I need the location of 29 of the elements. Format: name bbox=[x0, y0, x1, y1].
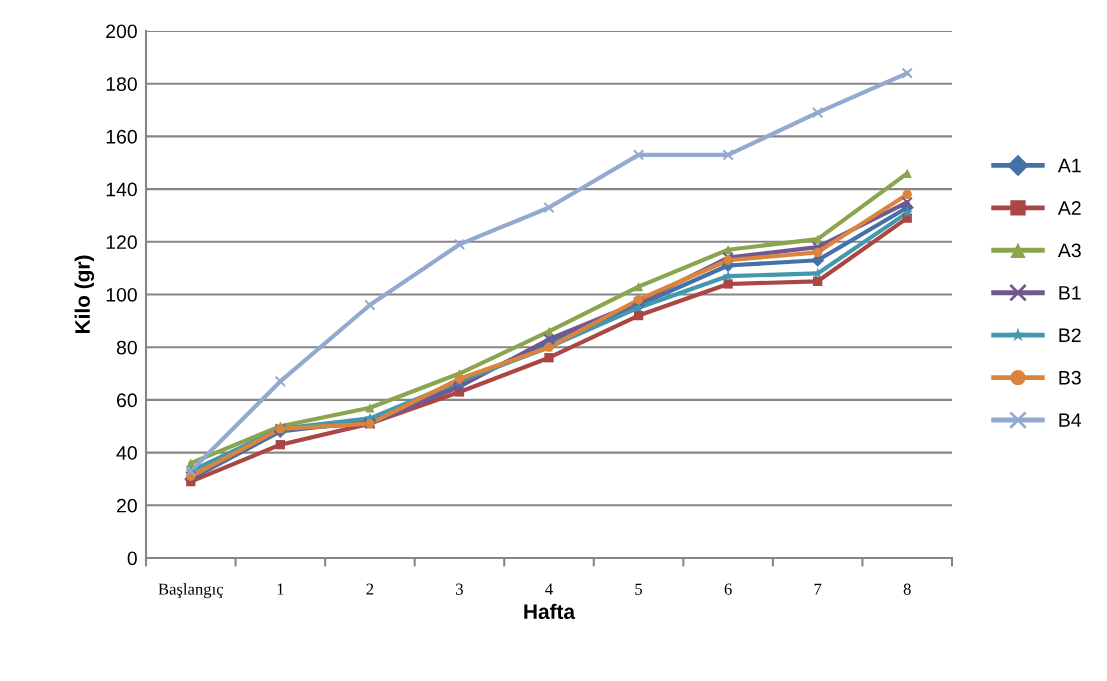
x-tick-label: 4 bbox=[545, 583, 553, 595]
y-tick-label: 180 bbox=[106, 77, 137, 91]
y-tick-label: 120 bbox=[106, 235, 137, 250]
y-tick-label: 40 bbox=[116, 446, 137, 460]
x-tick-label: 3 bbox=[456, 583, 463, 595]
x-tick-label: 8 bbox=[903, 583, 911, 595]
y-tick-label: 60 bbox=[117, 393, 137, 408]
x-axis-title: Hafta bbox=[524, 603, 576, 620]
y-tick-label: 20 bbox=[117, 498, 137, 513]
y-tick-label: 80 bbox=[116, 340, 137, 355]
legend-label: B4 bbox=[1059, 413, 1082, 427]
y-tick-label: 0 bbox=[127, 551, 137, 566]
legend-label: A1 bbox=[1057, 158, 1081, 173]
legend-label: B1 bbox=[1059, 286, 1081, 300]
x-tick-label: 5 bbox=[635, 583, 643, 595]
y-tick-label: 140 bbox=[106, 182, 137, 197]
x-tick-label: Başlangıç bbox=[158, 583, 224, 599]
x-tick-label: 6 bbox=[724, 583, 732, 595]
x-tick-label: 2 bbox=[366, 583, 374, 595]
x-tick-label: 7 bbox=[814, 583, 822, 595]
legend-label: B3 bbox=[1059, 370, 1081, 385]
legend-label: B2 bbox=[1059, 328, 1081, 342]
legend-label: A2 bbox=[1057, 201, 1081, 215]
x-tick-label: 1 bbox=[277, 583, 284, 595]
y-tick-label: 160 bbox=[106, 129, 137, 144]
legend-label: A3 bbox=[1057, 243, 1081, 258]
y-axis-title: Kilo (gr) bbox=[74, 255, 95, 334]
y-tick-label: 100 bbox=[106, 287, 137, 302]
y-tick-label: 200 bbox=[106, 24, 137, 39]
